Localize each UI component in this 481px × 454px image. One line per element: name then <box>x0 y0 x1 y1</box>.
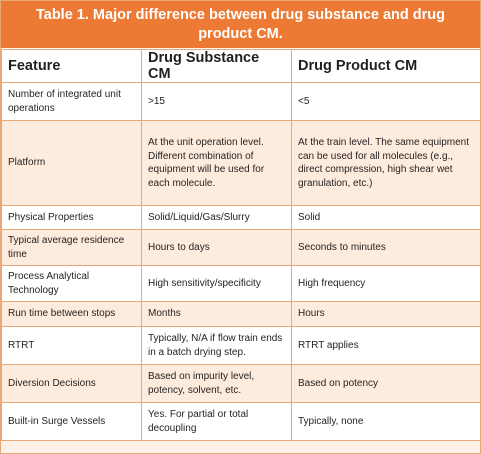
drug-substance-cell: Based on impurity level, potency, solven… <box>141 364 292 403</box>
drug-product-cell: Hours <box>291 301 481 327</box>
feature-cell: Platform <box>1 120 142 206</box>
header-drug-substance: Drug Substance CM <box>141 49 292 83</box>
drug-substance-cell: Months <box>141 301 292 327</box>
table-row: Built-in Surge Vessels Yes. For partial … <box>1 402 481 441</box>
header-row: Feature Drug Substance CM Drug Product C… <box>1 49 481 83</box>
table-row: RTRT Typically, N/A if flow train ends i… <box>1 326 481 365</box>
table-row: Run time between stops Months Hours <box>1 301 481 327</box>
feature-cell: Number of integrated unit operations <box>1 82 142 121</box>
header-feature: Feature <box>1 49 142 83</box>
header-drug-product: Drug Product CM <box>291 49 481 83</box>
drug-substance-cell: High sensitivity/specificity <box>141 265 292 302</box>
drug-product-cell: Typically, none <box>291 402 481 441</box>
table-row: Diversion Decisions Based on impurity le… <box>1 364 481 403</box>
table-row: Typical average residence time Hours to … <box>1 229 481 266</box>
feature-cell: Typical average residence time <box>1 229 142 266</box>
drug-product-cell: Based on potency <box>291 364 481 403</box>
feature-cell: Built-in Surge Vessels <box>1 402 142 441</box>
drug-product-cell: At the train level. The same equipment c… <box>291 120 481 206</box>
table-row: Process Analytical Technology High sensi… <box>1 265 481 302</box>
feature-cell: Run time between stops <box>1 301 142 327</box>
drug-product-cell: Solid <box>291 205 481 230</box>
feature-cell: RTRT <box>1 326 142 365</box>
drug-product-cell: RTRT applies <box>291 326 481 365</box>
table-row: Platform At the unit operation level. Di… <box>1 120 481 206</box>
feature-cell: Process Analytical Technology <box>1 265 142 302</box>
drug-substance-cell: Solid/Liquid/Gas/Slurry <box>141 205 292 230</box>
drug-product-cell: <5 <box>291 82 481 121</box>
drug-product-cell: High frequency <box>291 265 481 302</box>
table-caption: Table 1. Major difference between drug s… <box>1 1 480 49</box>
feature-cell: Diversion Decisions <box>1 364 142 403</box>
drug-substance-cell: At the unit operation level. Different c… <box>141 120 292 206</box>
data-table: Feature Drug Substance CM Drug Product C… <box>1 49 481 441</box>
table-row: Number of integrated unit operations >15… <box>1 82 481 121</box>
table-row: Physical Properties Solid/Liquid/Gas/Slu… <box>1 205 481 230</box>
drug-substance-cell: Hours to days <box>141 229 292 266</box>
drug-substance-cell: >15 <box>141 82 292 121</box>
feature-cell: Physical Properties <box>1 205 142 230</box>
drug-substance-cell: Yes. For partial or total decoupling <box>141 402 292 441</box>
drug-substance-cell: Typically, N/A if flow train ends in a b… <box>141 326 292 365</box>
drug-product-cell: Seconds to minutes <box>291 229 481 266</box>
